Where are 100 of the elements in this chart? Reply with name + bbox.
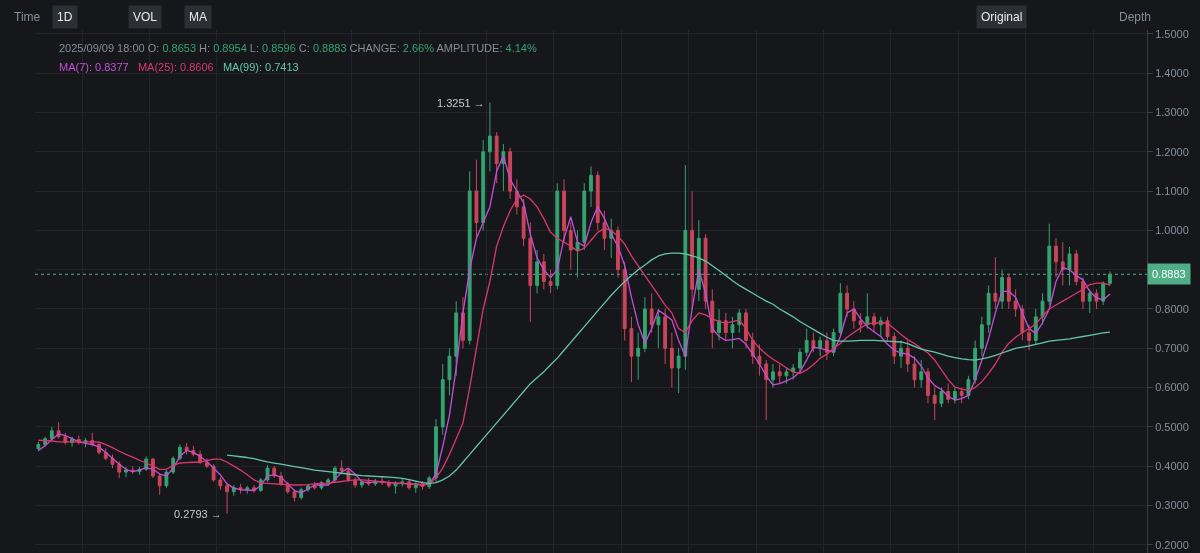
candlestick	[1074, 249, 1079, 286]
text: Time	[14, 10, 41, 24]
candlestick	[798, 347, 802, 373]
candlestick	[440, 363, 445, 436]
candlestick	[636, 332, 641, 381]
candlestick	[1040, 292, 1045, 326]
candlestick	[535, 249, 539, 294]
y-tick-label: 0.3000	[1155, 499, 1189, 512]
candlestick	[845, 284, 850, 318]
candlestick	[905, 339, 910, 373]
text: MA(99): 0.7413	[222, 61, 299, 73]
text: MA	[189, 10, 207, 24]
candlestick	[939, 387, 944, 408]
candlestick	[481, 139, 486, 231]
candlestick	[676, 347, 681, 394]
candlestick	[467, 170, 472, 345]
candlestick	[521, 198, 526, 247]
y-tick-label: 0.2000	[1155, 538, 1189, 551]
candlestick	[474, 159, 479, 239]
candlestick	[926, 367, 930, 404]
y-tick-label: 1.4000	[1155, 67, 1189, 80]
text: Original	[981, 10, 1023, 24]
candlestick	[683, 164, 688, 371]
candlestick	[434, 418, 438, 483]
candlestick	[1047, 223, 1052, 306]
y-tick-label: 0.5000	[1155, 420, 1189, 433]
candlestick	[562, 178, 566, 243]
candlestick	[986, 284, 991, 334]
candlestick	[184, 442, 189, 455]
candlestick	[818, 335, 823, 357]
y-tick-label: 1.3000	[1155, 106, 1189, 119]
candlestick	[669, 332, 674, 389]
candlestick	[993, 256, 998, 310]
line-series	[226, 252, 1111, 485]
candlestick	[589, 165, 593, 208]
y-tick-label: 1.1000	[1155, 184, 1189, 197]
candlestick	[953, 387, 957, 404]
candlestick	[622, 261, 627, 341]
annotation: 0.2793 →	[174, 508, 222, 520]
candlestick	[508, 147, 513, 200]
candlestick	[851, 300, 856, 330]
candlestick	[696, 219, 701, 302]
candlestick	[393, 480, 398, 495]
candlestick	[865, 292, 870, 330]
candlestick	[595, 170, 600, 231]
candlestick	[730, 316, 735, 349]
candlestick	[231, 484, 236, 497]
candlestick	[359, 479, 364, 489]
candlestick	[447, 347, 452, 396]
candlestick	[777, 363, 782, 385]
candlestick	[649, 292, 654, 334]
candlestick	[1000, 269, 1005, 310]
candlestick	[1006, 273, 1011, 310]
candlestick	[771, 363, 775, 389]
candlestick	[157, 473, 162, 496]
candlestick	[932, 387, 937, 421]
annotation: 1.3251 →	[437, 97, 485, 109]
candlestick	[784, 367, 789, 385]
candlestick	[1054, 237, 1058, 279]
candlestick	[124, 466, 128, 478]
candlestick	[838, 282, 843, 337]
candlestick	[548, 269, 553, 294]
candlestick	[723, 312, 728, 341]
candlestick	[703, 233, 708, 310]
candlestick	[892, 332, 897, 365]
candlestick	[36, 441, 41, 452]
candlestick	[878, 316, 883, 337]
candlestick	[292, 489, 297, 503]
candlestick	[663, 308, 668, 365]
candlestick	[979, 316, 984, 357]
candlestick	[528, 222, 533, 323]
candlestick	[1081, 277, 1085, 310]
candlestick	[959, 387, 964, 404]
candlestick	[117, 460, 122, 479]
text: VOL	[133, 10, 158, 24]
candlestick	[204, 457, 209, 469]
candlestick	[568, 222, 573, 271]
candlestick	[1108, 271, 1112, 287]
candlestick	[582, 182, 587, 251]
candlestick	[225, 482, 229, 515]
y-tick-label: 1.2000	[1155, 145, 1189, 158]
candlestick	[1027, 324, 1031, 351]
y-tick-label: 0.6000	[1155, 381, 1189, 394]
candlestick	[1013, 288, 1018, 318]
candlestick	[541, 253, 546, 290]
candlestick	[487, 102, 492, 172]
candlestick	[717, 308, 721, 341]
candlestick	[1067, 246, 1072, 286]
candlestick	[629, 316, 634, 383]
y-tick-label: 0.4000	[1155, 460, 1189, 473]
y-tick-label: 0.8000	[1155, 302, 1189, 315]
candlestick	[1060, 241, 1065, 286]
candlestick	[690, 190, 695, 310]
candlestick	[744, 308, 748, 349]
ref-line-label: 0.8883	[1152, 268, 1186, 280]
text: MA(25): 0.8606	[137, 61, 214, 73]
candlestick	[764, 359, 769, 421]
candlestick	[804, 328, 809, 357]
candlestick	[919, 359, 924, 389]
text: 2025/09/09 18:00 O: 0.8653 H: 0.8954 L: 0.8596 C: 0.8883 CHANGE: 2.66% AMPLITUDE: 4.14%	[59, 42, 537, 54]
